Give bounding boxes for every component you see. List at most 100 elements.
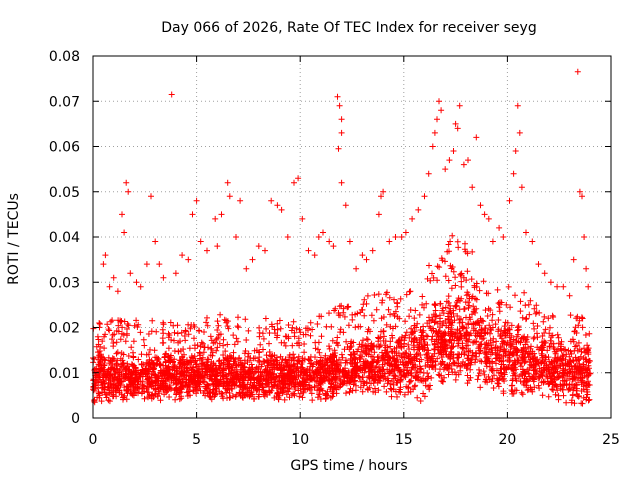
data-point-marker — [326, 343, 332, 350]
y-tick-label: 0 — [71, 411, 80, 427]
data-point-marker — [525, 377, 531, 384]
data-point-marker — [243, 265, 250, 272]
data-point-marker — [436, 98, 442, 105]
data-point-marker — [495, 317, 502, 323]
data-point-marker — [284, 234, 291, 240]
data-point-marker — [113, 339, 120, 346]
data-point-marker — [231, 341, 238, 348]
data-point-marker — [371, 292, 378, 298]
data-point-marker — [257, 341, 264, 348]
data-point-marker — [405, 384, 411, 391]
data-point-marker — [101, 345, 108, 352]
data-point-marker — [110, 340, 117, 346]
data-point-marker — [392, 234, 399, 240]
data-point-marker — [554, 331, 561, 338]
data-point-marker — [500, 234, 507, 240]
data-point-marker — [426, 262, 432, 269]
x-tick-label: 10 — [291, 432, 309, 448]
data-point-marker — [315, 339, 322, 346]
data-point-marker — [519, 314, 526, 321]
data-point-marker — [343, 390, 349, 397]
data-point-marker — [518, 335, 525, 342]
data-point-marker — [431, 301, 438, 307]
data-point-marker — [407, 388, 414, 395]
data-point-marker — [527, 297, 534, 304]
data-point-marker — [281, 396, 288, 403]
data-point-marker — [185, 256, 192, 263]
data-point-marker — [255, 357, 262, 364]
data-point-marker — [423, 300, 430, 307]
data-point-marker — [495, 383, 502, 390]
data-point-marker — [455, 244, 462, 251]
data-point-marker — [480, 278, 487, 285]
data-point-marker — [414, 394, 421, 401]
data-point-marker — [582, 332, 589, 338]
data-point-marker — [416, 311, 423, 318]
data-point-marker — [452, 274, 459, 281]
data-point-marker — [125, 353, 132, 359]
data-point-marker — [583, 265, 590, 272]
data-point-marker — [359, 252, 366, 259]
data-point-marker — [220, 352, 227, 358]
data-point-marker — [554, 283, 561, 290]
data-point-marker — [342, 202, 349, 209]
data-point-marker — [204, 356, 211, 363]
data-point-marker — [407, 378, 413, 385]
data-point-marker — [121, 229, 128, 236]
data-point-marker — [403, 291, 410, 298]
data-point-marker — [125, 188, 132, 195]
data-point-marker — [159, 335, 166, 342]
data-point-marker — [526, 311, 533, 318]
x-tick-label: 0 — [89, 432, 98, 448]
data-point-marker — [483, 363, 490, 370]
chart-title: Day 066 of 2026, Rate Of TEC Index for r… — [161, 20, 536, 36]
data-point-marker — [586, 330, 593, 337]
data-point-marker — [335, 145, 342, 152]
data-point-marker — [214, 344, 221, 351]
data-point-marker — [539, 392, 546, 399]
data-point-marker — [408, 325, 415, 332]
data-point-marker — [383, 388, 390, 395]
data-point-marker — [307, 332, 314, 339]
data-point-marker — [566, 385, 573, 392]
y-tick-label: 0.02 — [49, 321, 80, 337]
data-point-marker — [486, 322, 493, 329]
data-point-marker — [326, 345, 333, 352]
data-point-marker — [143, 261, 150, 268]
data-point-marker — [434, 263, 441, 270]
data-point-marker — [567, 312, 574, 319]
data-point-marker — [579, 315, 586, 322]
data-point-marker — [363, 256, 370, 263]
data-point-marker — [579, 400, 586, 407]
data-point-marker — [411, 383, 418, 390]
data-point-marker — [386, 294, 393, 301]
data-point-marker — [249, 256, 256, 263]
data-point-marker — [106, 327, 113, 334]
data-point-marker — [394, 299, 401, 306]
data-point-marker — [448, 285, 455, 292]
data-point-marker — [512, 148, 519, 154]
data-point-marker — [245, 327, 252, 334]
data-point-marker — [123, 179, 130, 186]
data-point-marker — [124, 332, 130, 339]
data-point-marker — [234, 323, 241, 330]
data-point-marker — [566, 292, 573, 299]
data-point-marker — [309, 326, 316, 333]
data-point-marker — [182, 337, 189, 344]
data-point-marker — [291, 179, 297, 186]
data-point-marker — [467, 361, 474, 368]
data-point-marker — [428, 374, 435, 381]
data-point-marker — [534, 334, 541, 341]
data-point-marker — [490, 335, 497, 342]
data-point-marker — [505, 283, 512, 290]
data-point-marker — [117, 336, 124, 343]
data-point-marker — [450, 148, 457, 154]
data-point-marker — [137, 329, 144, 336]
data-point-marker — [434, 116, 440, 123]
data-point-marker — [402, 318, 409, 325]
data-point-marker — [426, 323, 433, 330]
data-point-marker — [436, 264, 443, 271]
data-point-marker — [221, 316, 228, 323]
data-point-marker — [508, 382, 515, 389]
data-point-marker — [530, 335, 537, 342]
